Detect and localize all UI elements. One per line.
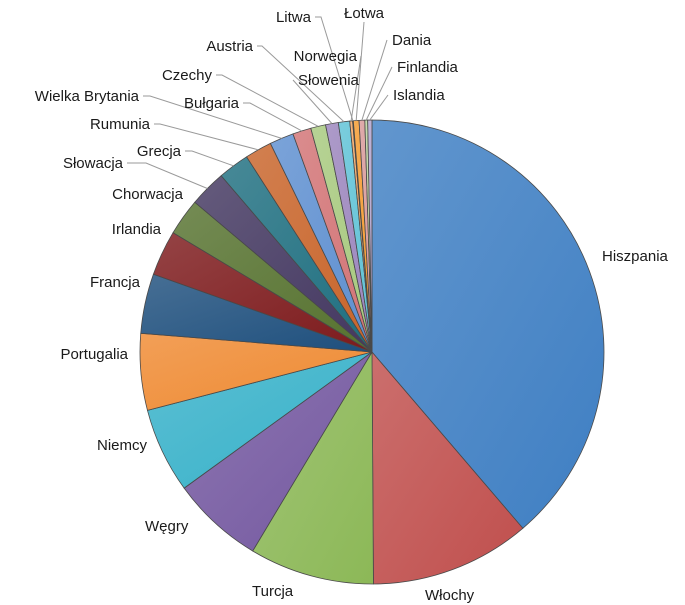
label-niemcy: Niemcy — [97, 437, 148, 454]
leader-norwegia — [350, 55, 362, 121]
label-norwegia: Norwegia — [294, 48, 358, 65]
label-austria: Austria — [206, 38, 253, 55]
label-hiszpania: Hiszpania — [602, 248, 669, 265]
label-francja: Francja — [90, 274, 141, 291]
label-rumunia: Rumunia — [90, 116, 151, 133]
label-turcja: Turcja — [252, 583, 294, 600]
slice-turcja — [252, 350, 374, 585]
leader-dania — [361, 39, 388, 121]
label-grecja: Grecja — [137, 143, 182, 160]
label-bulgaria: Bułgaria — [184, 95, 240, 112]
leader-grecja — [185, 150, 234, 167]
leader-czechy — [216, 74, 319, 127]
label-wegry: Węgry — [145, 518, 189, 535]
leader-slowacja — [127, 162, 208, 189]
label-slowacja: Słowacja — [63, 155, 124, 172]
label-wielka-brytania: Wielka Brytania — [35, 88, 140, 105]
leader-finlandia — [365, 66, 393, 121]
label-dania: Dania — [392, 32, 432, 49]
leader-lotwa — [355, 21, 365, 121]
leader-rumunia — [154, 123, 259, 151]
slice-hiszpania — [371, 119, 605, 529]
leader-islandia — [369, 94, 389, 121]
leader-slowenia — [292, 79, 333, 124]
label-portugalia: Portugalia — [60, 346, 128, 363]
label-finlandia: Finlandia — [397, 59, 459, 76]
leader-bulgaria — [243, 102, 303, 132]
leader-austria — [257, 45, 345, 123]
slice-wlochy — [371, 350, 524, 585]
label-litwa: Litwa — [276, 9, 312, 26]
label-irlandia: Irlandia — [112, 221, 162, 238]
label-lotwa: Łotwa — [344, 5, 385, 22]
leader-wielka-brytania — [143, 95, 282, 139]
slice-labels: Hiszpania Włochy Turcja Węgry Niemcy Portugal… — [35, 5, 669, 604]
leader-lines — [127, 16, 393, 189]
pie-slices — [139, 119, 605, 585]
label-slowenia: Słowenia — [298, 72, 360, 89]
label-chorwacja: Chorwacja — [112, 186, 184, 203]
label-islandia: Islandia — [393, 87, 445, 104]
label-czechy: Czechy — [162, 67, 213, 84]
label-wlochy: Włochy — [425, 587, 475, 604]
leader-litwa — [315, 16, 354, 121]
